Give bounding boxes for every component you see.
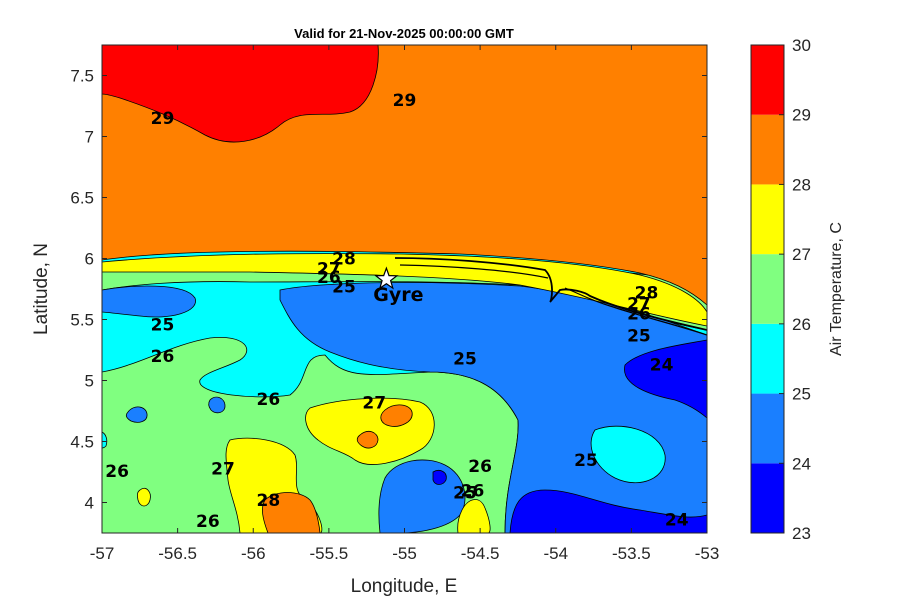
contour-band-27-28-southeast <box>457 499 491 533</box>
contour-band-24-25-blob-1 <box>125 406 148 423</box>
contour-label: 24 <box>650 356 674 376</box>
contour-band-23-24-south <box>432 470 447 485</box>
colorbar-swatch <box>751 114 784 185</box>
contour-label: 25 <box>453 350 477 370</box>
contour-band-23-24-southeast <box>509 489 707 533</box>
contour-label: 28 <box>257 491 281 511</box>
contour-label: 26 <box>317 268 341 288</box>
location-marker-label: Gyre <box>373 284 423 306</box>
contour-label: 26 <box>151 347 175 367</box>
x-axis: -57 -56.5 -56 -55.5 -55 -54.5 -54 -53.5 -53 <box>90 45 720 563</box>
contour-band-24-25-central <box>279 282 707 533</box>
contour-label: 25 <box>332 278 356 298</box>
x-tick-label: -55.5 <box>310 544 349 563</box>
y-tick-label: 7 <box>85 128 94 147</box>
colorbar-swatch <box>751 463 784 533</box>
contour-label: 29 <box>151 109 175 129</box>
contour-label: 25 <box>453 484 477 504</box>
x-tick-label: -54 <box>543 544 568 563</box>
filled-contours <box>102 45 707 533</box>
contour-label: 27 <box>627 295 651 315</box>
contour-band-24-25-west <box>102 285 196 318</box>
y-axis-label: Latitude, N <box>31 243 52 335</box>
contour-label: 28 <box>332 250 356 270</box>
contour-band-27-28-southwest-dot <box>137 487 151 507</box>
x-tick-label: -55 <box>392 544 417 563</box>
contour-band-28-29-center <box>380 404 413 427</box>
colorbar-frame <box>750 44 785 534</box>
colorbar-tick-label: 25 <box>792 385 811 404</box>
contour-band-24-25-blob-2 <box>208 396 226 414</box>
y-tick-label: 5.5 <box>70 311 94 330</box>
contour-label: 26 <box>105 462 129 482</box>
x-tick-label: -57 <box>90 544 115 563</box>
contour-label: 29 <box>393 91 417 111</box>
x-axis-label: Longitude, E <box>351 576 458 597</box>
colorbar-swatch <box>751 254 784 324</box>
y-axis: 4 4.5 5 5.5 6 6.5 7 7.5 <box>70 67 707 513</box>
location-markers: Gyre <box>373 266 423 306</box>
contour-band-25-26-island <box>590 425 666 484</box>
contour-band-29-30-northwest <box>102 45 379 143</box>
colorbar-tick-label: 28 <box>792 175 811 194</box>
x-tick-label: -53.5 <box>612 544 651 563</box>
colorbar-swatch <box>751 45 784 115</box>
contour-label: 27 <box>211 459 235 479</box>
contour-label: 27 <box>317 259 341 279</box>
x-tick-label: -56 <box>241 544 266 563</box>
contour-label: 26 <box>468 457 492 477</box>
colorbar-tick-label: 29 <box>792 106 811 125</box>
contour-label: 26 <box>196 512 220 532</box>
contour-label: 26 <box>627 304 651 324</box>
contour-label: 24 <box>665 511 689 531</box>
colorbar-tick-label: 24 <box>792 454 811 473</box>
colorbar: 23 24 25 26 27 28 29 30 <box>750 36 811 543</box>
x-tick-label: -53 <box>695 544 720 563</box>
contour-label: 26 <box>257 390 281 410</box>
coastline <box>394 257 707 331</box>
contour-label: 27 <box>362 393 386 413</box>
y-tick-label: 4 <box>85 494 94 513</box>
contour-band-23-24-east <box>624 339 707 419</box>
x-tick-label: -56.5 <box>158 544 197 563</box>
colorbar-swatch <box>751 323 784 394</box>
colorbar-tick-label: 23 <box>792 524 811 543</box>
location-star-icon <box>374 266 399 290</box>
y-tick-label: 7.5 <box>70 67 94 86</box>
colorbar-tick-label: 30 <box>792 36 811 55</box>
y-tick-label: 4.5 <box>70 433 94 452</box>
y-tick-label: 5 <box>85 372 94 391</box>
x-tick-label: -54.5 <box>461 544 500 563</box>
chart-title: Valid for 21-Nov-2025 00:00:00 GMT <box>294 26 514 41</box>
contour-label: 28 <box>635 284 659 304</box>
contour-label: 25 <box>627 326 651 346</box>
colorbar-swatch <box>751 393 784 464</box>
y-tick-label: 6.5 <box>70 189 94 208</box>
contour-band-28-29-center-small <box>356 430 379 449</box>
contour-label: 25 <box>574 451 598 471</box>
colorbar-swatch <box>751 184 784 255</box>
contour-label: 25 <box>151 315 175 335</box>
colorbar-tick-label: 27 <box>792 245 811 264</box>
colorbar-label: Air Temperature, C <box>828 222 845 356</box>
contour-band-28-29-south <box>262 492 321 533</box>
contour-label: 26 <box>461 481 485 501</box>
coastline-inner <box>399 264 707 336</box>
colorbar-tick-label: 26 <box>792 315 811 334</box>
y-tick-label: 6 <box>85 250 94 269</box>
